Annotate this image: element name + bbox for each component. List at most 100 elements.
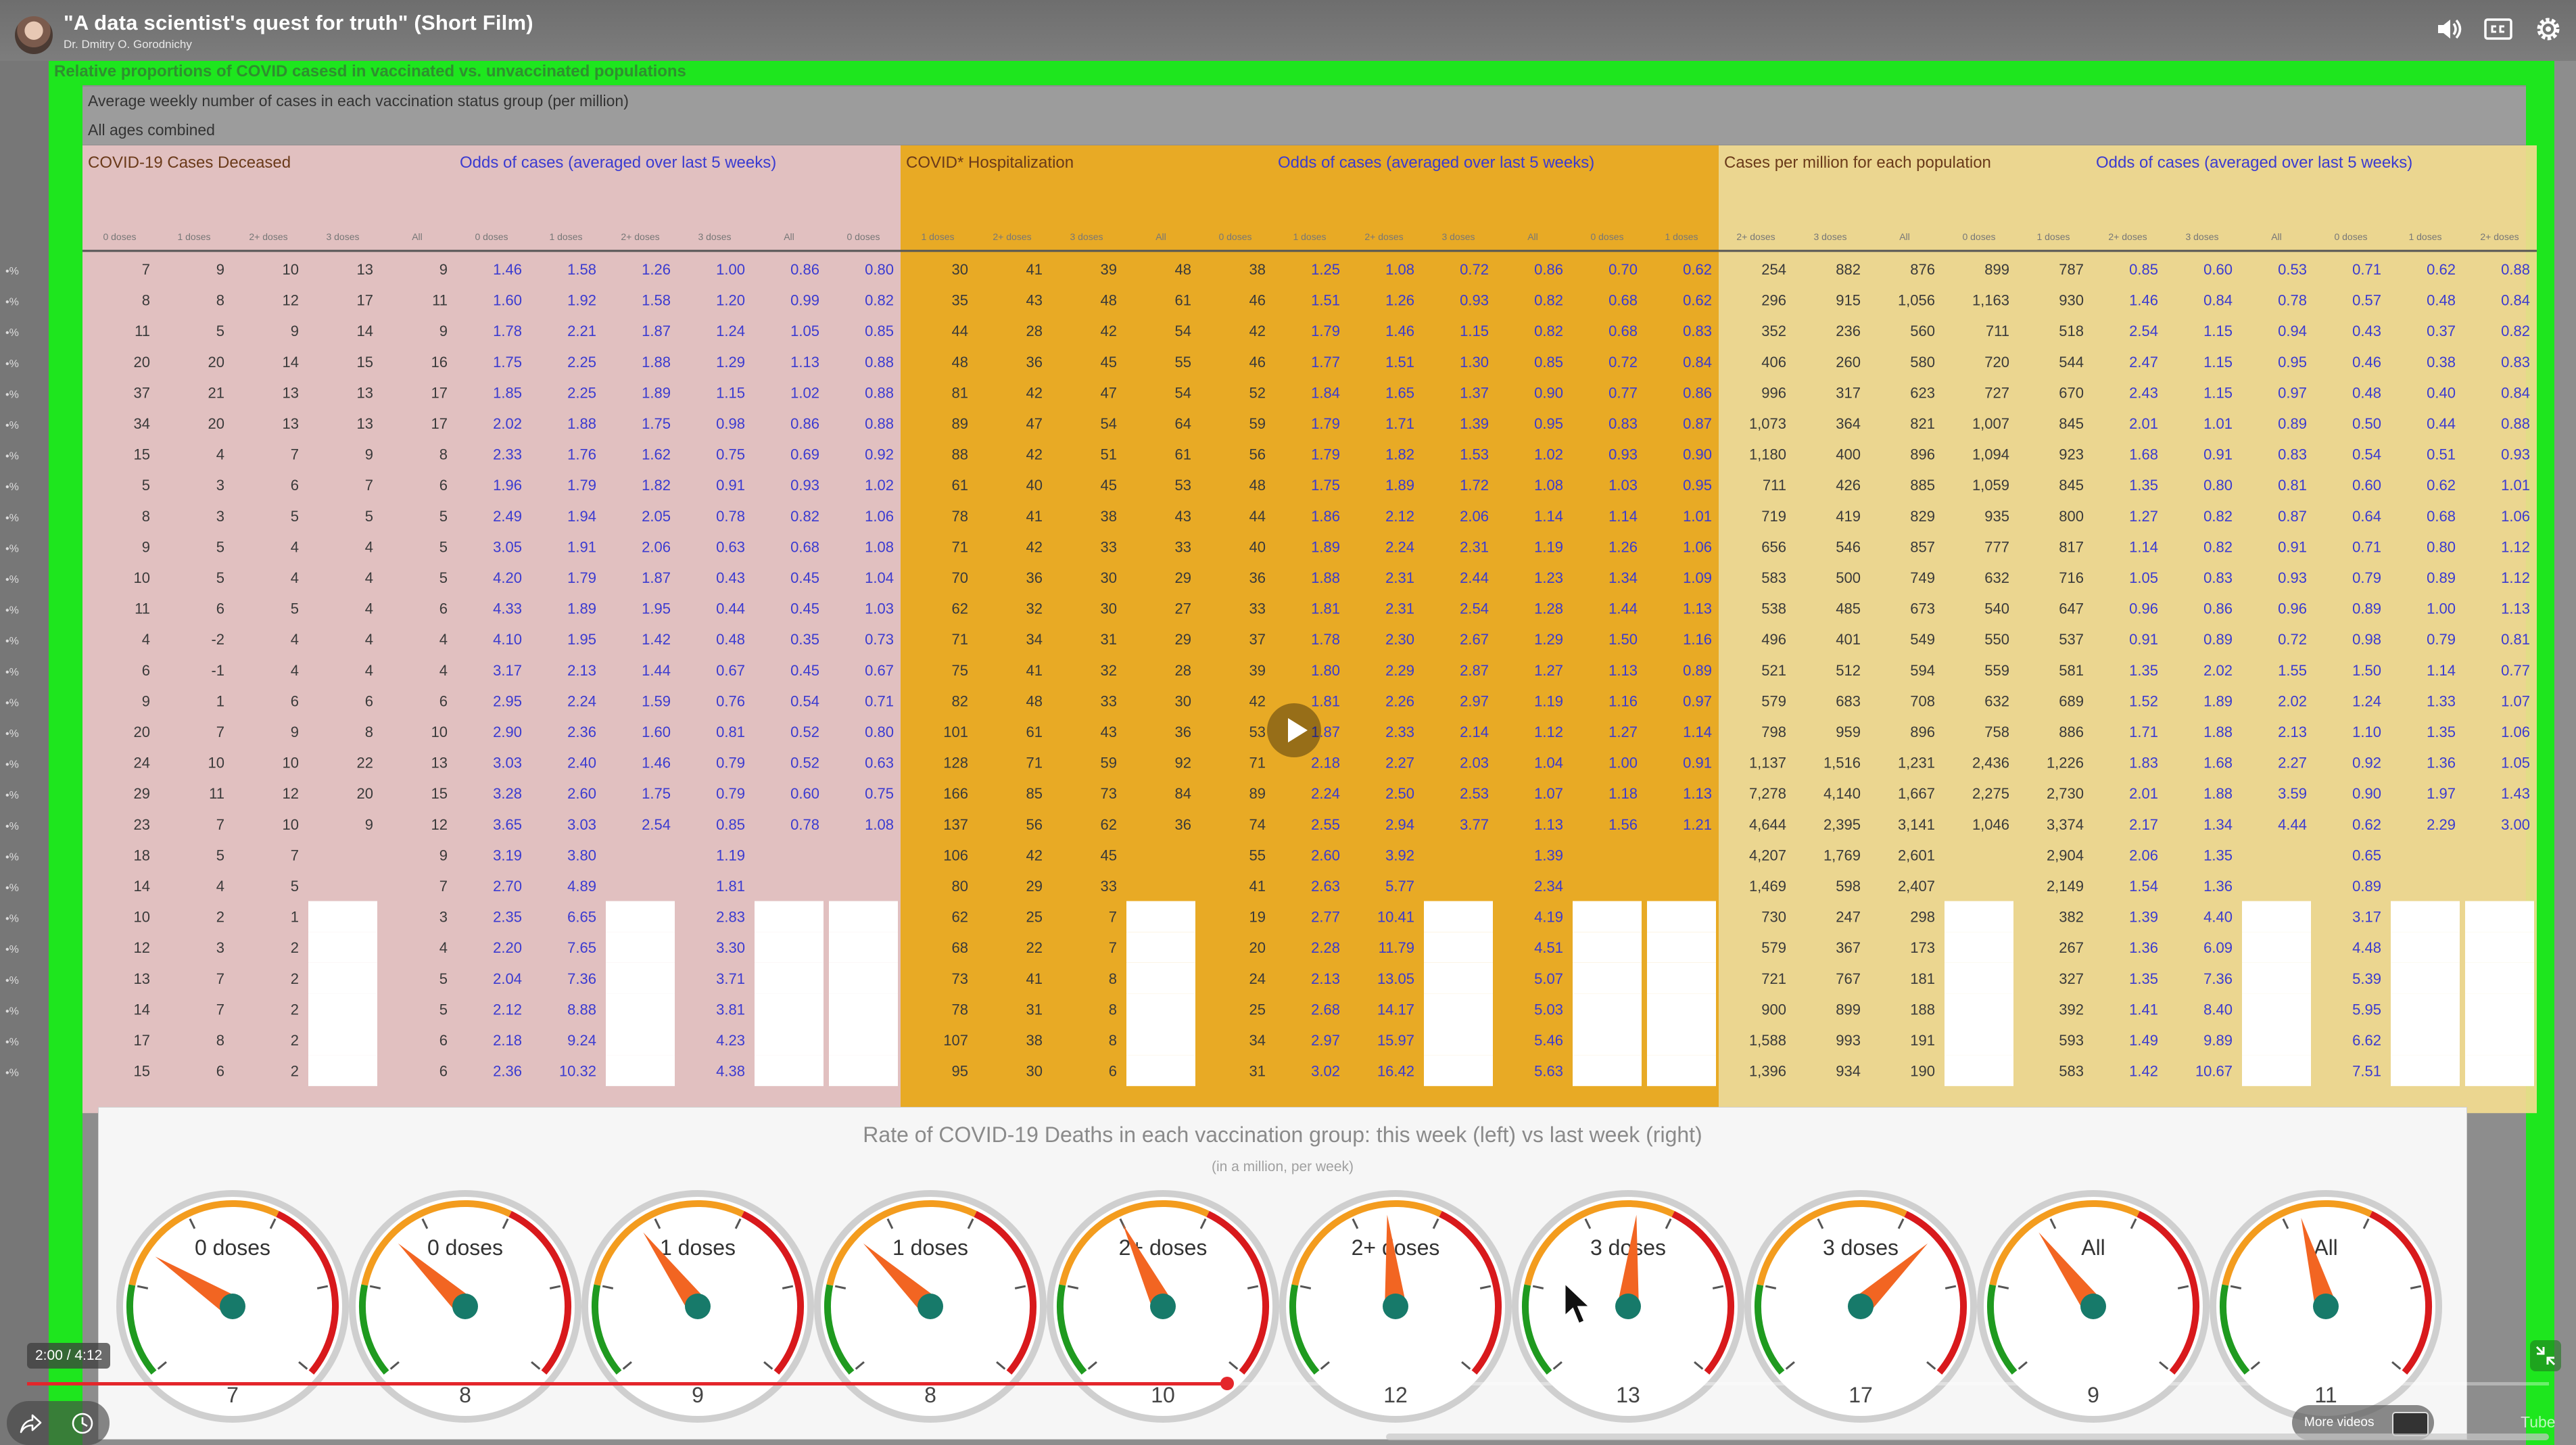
table-cell: 749	[1910, 569, 1935, 586]
table-cell: 0.89	[2427, 569, 2456, 586]
table-cell: 2.12	[1385, 508, 1414, 525]
table-cell: 1.33	[2427, 692, 2456, 709]
captions-icon[interactable]	[2481, 12, 2515, 46]
table-cell: 0.85	[716, 816, 745, 833]
table-cell: 0.88	[2501, 261, 2530, 278]
section-header: COVID-19 Cases Deceased	[88, 153, 291, 172]
table-cell: 1.08	[865, 816, 894, 833]
table-cell: 54	[1175, 384, 1191, 401]
table-cell: 0.45	[790, 662, 819, 679]
table-cell: 593	[2059, 1032, 2084, 1049]
table-cell: 191	[1910, 1032, 1935, 1049]
table-cell: 2.24	[1385, 538, 1414, 555]
table-cell: 1.01	[2203, 415, 2233, 432]
table-cell: 13	[283, 384, 299, 401]
table-cell: 62	[1101, 816, 1117, 833]
table-cell: 6	[142, 662, 150, 679]
table-cell: 29	[134, 785, 150, 802]
table-cell: 2.43	[2129, 384, 2158, 401]
progress-scrubber[interactable]	[1220, 1377, 1235, 1390]
table-cell: 496	[1761, 631, 1786, 648]
table-cell: 0.72	[2278, 631, 2307, 648]
table-cell: 0.87	[2278, 508, 2307, 525]
youtube-watermark[interactable]: Tube	[2521, 1413, 2556, 1431]
table-cell: 1,007	[1972, 415, 2009, 432]
fullscreen-exit-icon[interactable]	[2530, 1340, 2561, 1371]
empty-cell	[2391, 1055, 2460, 1087]
table-cell: 8.40	[2203, 1001, 2233, 1018]
watch-later-icon[interactable]	[70, 1411, 95, 1436]
table-cell: 2.33	[1385, 724, 1414, 740]
table-cell: 5.39	[2352, 970, 2381, 987]
table-cell: 1.02	[790, 384, 819, 401]
table-cell: 3.30	[716, 939, 745, 956]
table-cell: 10	[283, 755, 299, 772]
table-cell: 0.95	[1534, 415, 1563, 432]
table-cell: 8	[365, 724, 373, 740]
table-cell: 3.17	[2352, 909, 2381, 926]
table-cell: 0.72	[1460, 261, 1489, 278]
table-cell: 1.41	[2129, 1001, 2158, 1018]
play-icon[interactable]	[1266, 702, 1322, 759]
table-cell: 1.95	[567, 631, 596, 648]
table-cell: 0.96	[2278, 600, 2307, 617]
table-cell: 581	[2059, 662, 2084, 679]
horizontal-scrollbar[interactable]	[1386, 1434, 2549, 1440]
share-icon[interactable]	[19, 1411, 43, 1436]
table-cell: 296	[1761, 292, 1786, 309]
table-cell: 1.46	[1385, 323, 1414, 339]
table-cell: 1,667	[1898, 785, 1935, 802]
table-cell: 9	[216, 261, 224, 278]
table-cell: 1.97	[2427, 785, 2456, 802]
table-cell: 2.13	[1311, 970, 1340, 987]
table-cell: 18	[134, 847, 150, 863]
table-cell: 1.62	[642, 446, 671, 463]
table-cell: 33	[1249, 600, 1266, 617]
table-cell: 0.80	[2427, 538, 2456, 555]
table-cell: 0.53	[2278, 261, 2307, 278]
empty-cell	[1647, 901, 1716, 932]
video-title[interactable]: "A data scientist's quest for truth" (Sh…	[64, 11, 533, 34]
table-cell: 6	[365, 692, 373, 709]
table-cell: 2.97	[1311, 1032, 1340, 1049]
table-cell: 0.73	[865, 631, 894, 648]
empty-cell	[606, 1024, 675, 1056]
table-cell: 1.26	[1608, 538, 1638, 555]
table-cell: 1.39	[1534, 847, 1563, 863]
table-cell: 27	[1175, 600, 1191, 617]
table-cell: 0.84	[2501, 292, 2530, 309]
section-header: Cases per million for each population	[1724, 153, 1991, 172]
table-cell: 777	[1984, 538, 2009, 555]
table-cell: 30	[1101, 569, 1117, 586]
progress-bar[interactable]	[27, 1377, 2549, 1390]
table-cell: 0.72	[1608, 354, 1638, 371]
table-cell: 47	[1101, 384, 1117, 401]
table-cell: 1.12	[1534, 724, 1563, 740]
table-cell: 6	[216, 600, 224, 617]
empty-cell	[829, 962, 898, 994]
table-cell: 43	[1026, 292, 1043, 309]
table-cell: 0.92	[865, 446, 894, 463]
empty-cell	[829, 901, 898, 932]
table-cell: 1.08	[1534, 477, 1563, 494]
table-cell: 12	[283, 292, 299, 309]
table-cell: 1.89	[1385, 477, 1414, 494]
table-cell: 0.89	[2203, 631, 2233, 648]
channel-name[interactable]: Dr. Dmitry O. Gorodnichy	[64, 38, 192, 51]
table-cell: 708	[1910, 692, 1935, 709]
empty-cell	[308, 993, 377, 1024]
table-cell: 787	[2059, 261, 2084, 278]
table-cell: 0.65	[2352, 847, 2381, 863]
column-header: 3 doses	[2185, 231, 2218, 242]
table-cell: 7	[216, 970, 224, 987]
table-cell: 580	[1910, 354, 1935, 371]
channel-avatar[interactable]	[15, 16, 53, 54]
table-cell: 84	[1175, 785, 1191, 802]
table-cell: 106	[943, 847, 968, 863]
table-cell: 298	[1910, 909, 1935, 926]
settings-icon[interactable]	[2531, 12, 2565, 46]
empty-cell	[1126, 962, 1195, 994]
table-cell: 1,231	[1898, 755, 1935, 772]
volume-icon[interactable]	[2431, 12, 2465, 46]
